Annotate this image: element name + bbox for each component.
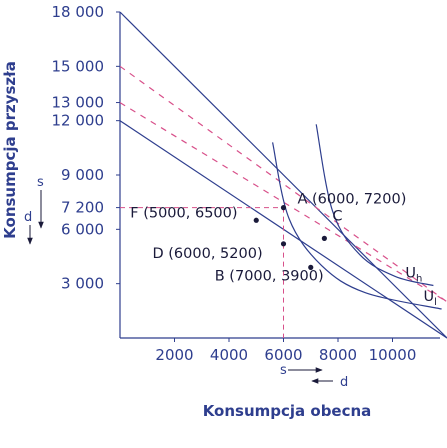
point-c-label: C — [332, 208, 342, 224]
x-tick-label: 2000 — [155, 346, 193, 364]
y-tick-label: 12 000 — [52, 112, 105, 130]
x-ticks: 2000 4000 6000 8000 10000 — [155, 338, 416, 364]
y-tick-label: 7 200 — [61, 199, 104, 217]
point-b-label: B (7000, 3900) — [215, 268, 324, 284]
y-axis-title: Konsumpcja przyszła — [1, 61, 19, 239]
point-a — [280, 205, 287, 211]
x-savings-label: s — [280, 363, 287, 378]
curve-label-h: Uh — [405, 265, 422, 284]
indifference-curve-h — [315, 124, 434, 287]
curve-label-l: Ul — [424, 289, 437, 308]
point-d — [280, 241, 287, 247]
savings-dissavings-marks: s d s d — [24, 175, 348, 390]
point-f — [253, 217, 259, 223]
point-f-label: F (5000, 6500) — [130, 205, 237, 221]
y-tick-label: 18 000 — [52, 3, 105, 21]
y-tick-label: 3 000 — [61, 275, 104, 293]
x-tick-label: 6000 — [264, 346, 302, 364]
x-tick-label: 10000 — [369, 346, 417, 364]
budget-line-3 — [119, 102, 447, 303]
x-dissavings-label: d — [340, 375, 348, 390]
point-b — [308, 264, 314, 270]
curve-label-main: U — [405, 265, 416, 281]
point-a-label: A (6000, 7200) — [298, 192, 407, 208]
budget-line-1 — [119, 11, 447, 339]
y-savings-label: s — [37, 175, 44, 190]
x-axis-title: Konsumpcja obecna — [203, 402, 372, 420]
guide-lines — [120, 207, 284, 338]
indifference-curve-l — [272, 142, 442, 310]
curve-label-subscript: l — [434, 297, 437, 308]
y-tick-label: 13 000 — [52, 94, 105, 112]
curve-label-main: U — [424, 289, 435, 305]
y-tick-label: 9 000 — [61, 166, 104, 184]
labeled-points: A (6000, 7200)C F (5000, 6500) D (6000, 52… — [130, 192, 406, 285]
x-tick-label: 8000 — [319, 346, 357, 364]
x-tick-label: 4000 — [210, 346, 248, 364]
curve-label-subscript: h — [416, 273, 422, 284]
y-dissavings-label: d — [24, 210, 32, 225]
point-d-label: D (6000, 5200) — [153, 246, 263, 262]
indifference-curves — [272, 124, 442, 310]
y-tick-label: 6 000 — [61, 220, 104, 238]
axes — [119, 12, 440, 339]
point-c — [321, 235, 327, 241]
y-tick-label: 15 000 — [52, 57, 105, 75]
